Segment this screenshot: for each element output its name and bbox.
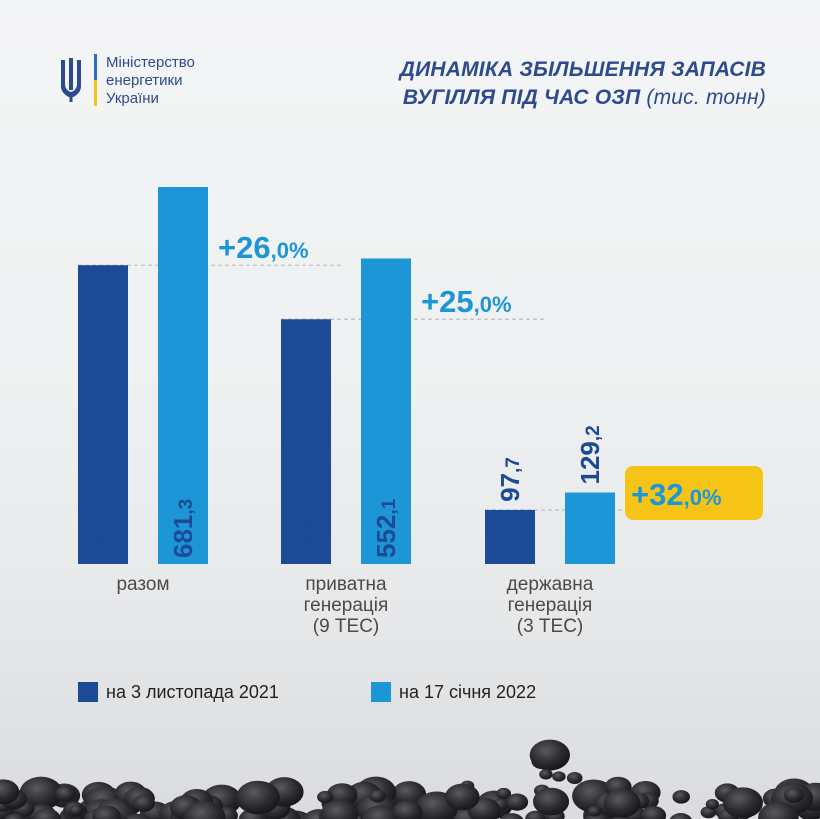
coal-lump <box>68 804 83 816</box>
title-line-2: ВУГІЛЛЯ ПІД ЧАС ОЗП (тис. тонн) <box>306 84 766 112</box>
ministry-name-line: України <box>106 90 159 107</box>
coal-lump <box>532 787 570 816</box>
category-label: державна <box>507 574 594 595</box>
coal-lump <box>4 813 26 819</box>
change-label: +32,0% <box>631 477 722 512</box>
coal-lump <box>122 813 152 819</box>
category-label: разом <box>116 574 169 595</box>
value-label: 97,7 <box>495 457 525 502</box>
coal-lump <box>672 790 690 804</box>
coal-lump <box>641 806 667 819</box>
coal-lump <box>369 789 386 803</box>
bar-2-group-3 <box>565 492 615 564</box>
coal-lump <box>525 810 546 819</box>
chart-title: ДИНАМІКА ЗБІЛЬШЕННЯ ЗАПАСІВ ВУГІЛЛЯ ПІД … <box>306 56 766 112</box>
coal-lump <box>783 787 804 803</box>
legend-swatch-series-1 <box>78 682 98 702</box>
bar-2-group-2 <box>361 258 411 564</box>
bar-1-group-2 <box>281 319 331 564</box>
change-highlight-box <box>625 466 763 520</box>
legend-swatch-series-2 <box>371 682 391 702</box>
category-label: (9 ТЕС) <box>313 616 380 637</box>
coal-lump <box>758 801 799 819</box>
value-label: 442,3 <box>291 499 321 558</box>
coal-lump <box>444 783 480 811</box>
coal-lump <box>669 813 692 819</box>
change-label: +26,0% <box>218 230 309 265</box>
coal-lump <box>552 771 566 782</box>
logo-divider <box>94 54 97 106</box>
ministry-name-line: енергетики <box>106 72 183 89</box>
coal-lump <box>183 801 226 819</box>
coal-lump <box>236 780 280 815</box>
trident-icon <box>61 58 81 102</box>
coal-lump <box>19 776 63 810</box>
bar-2-group-1 <box>158 187 208 564</box>
value-label: 540,0 <box>88 499 118 558</box>
value-label: 129,2 <box>575 425 605 484</box>
coal-lump <box>539 769 553 780</box>
coal-lump <box>0 779 20 805</box>
coal-lump <box>92 805 121 819</box>
category-label: генерація <box>508 595 593 616</box>
coal-lump <box>587 805 602 817</box>
ministry-logo: Міністерство енергетики України <box>58 54 228 110</box>
coal-lump <box>132 794 155 812</box>
bar-1-group-1 <box>78 265 128 564</box>
category-label: (3 ТЕС) <box>517 616 584 637</box>
ministry-name: Міністерство енергетики України <box>106 54 236 108</box>
value-label: 552,1 <box>371 498 401 558</box>
coal-lump <box>55 785 76 802</box>
coal-pile-image <box>0 739 820 819</box>
title-line-1: ДИНАМІКА ЗБІЛЬШЕННЯ ЗАПАСІВ <box>399 58 766 81</box>
coal-lump <box>499 813 524 819</box>
coal-lump <box>362 805 400 819</box>
legend-label-series-2: на 17 січня 2022 <box>399 682 537 702</box>
coal-lump <box>705 799 720 810</box>
coal-lump <box>32 808 61 819</box>
bar-1-group-3 <box>485 509 535 564</box>
coal-lump <box>566 771 583 784</box>
bar-chart: 540,0 681,3 +26,0% разом 442,3 552,1 +25,0% при… <box>78 187 763 637</box>
ministry-name-line: Міністерство <box>106 54 195 71</box>
value-label: 681,3 <box>168 499 198 558</box>
change-label: +25,0% <box>421 284 512 319</box>
coal-lump <box>317 790 333 804</box>
coal-lump <box>496 787 512 800</box>
category-label: генерація <box>304 595 389 616</box>
title-unit: (тис. тонн) <box>646 86 766 109</box>
coal-lump <box>529 739 570 771</box>
coal-lump <box>722 787 763 819</box>
coal-lump <box>320 799 359 819</box>
coal-lump <box>603 789 641 818</box>
coal-lump <box>392 800 423 819</box>
coal-lump <box>505 793 529 811</box>
legend-label-series-1: на 3 листопада 2021 <box>106 682 279 702</box>
title-line-2-text: ВУГІЛЛЯ ПІД ЧАС ОЗП <box>402 86 641 109</box>
category-label: приватна <box>305 574 387 595</box>
